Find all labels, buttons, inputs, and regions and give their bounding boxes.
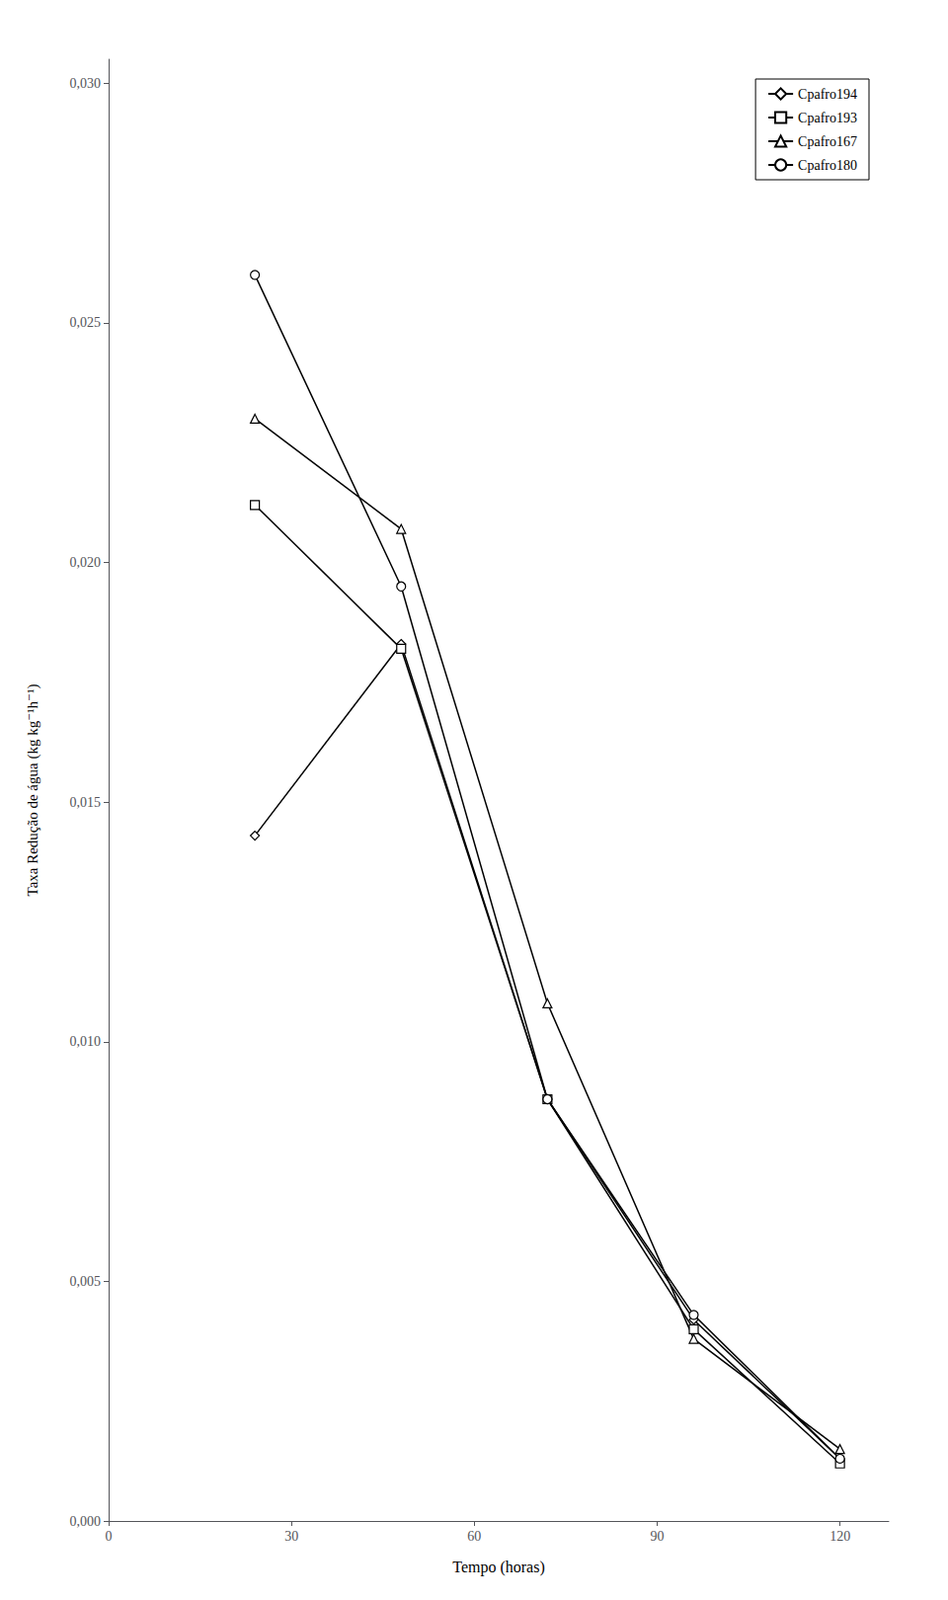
svg-text:90: 90: [649, 1528, 664, 1544]
svg-text:0: 0: [105, 1528, 113, 1544]
svg-text:0,015: 0,015: [70, 794, 102, 810]
svg-text:30: 30: [284, 1528, 299, 1544]
svg-text:Cpafro180: Cpafro180: [797, 158, 858, 173]
svg-text:0,010: 0,010: [70, 1033, 102, 1049]
svg-text:Cpafro193: Cpafro193: [797, 110, 858, 126]
svg-text:120: 120: [829, 1528, 851, 1544]
svg-text:0,030: 0,030: [70, 76, 102, 91]
svg-text:0,000: 0,000: [70, 1513, 102, 1529]
svg-text:Cpafro167: Cpafro167: [797, 134, 858, 150]
svg-text:Cpafro194: Cpafro194: [797, 86, 858, 102]
svg-text:0,005: 0,005: [70, 1273, 102, 1289]
svg-text:Tempo (horas): Tempo (horas): [452, 1558, 546, 1577]
svg-text:0,025: 0,025: [70, 315, 102, 330]
svg-text:60: 60: [467, 1528, 481, 1544]
svg-text:0,020: 0,020: [70, 554, 102, 570]
svg-text:Taxa Redução de água (kg kg⁻¹h: Taxa Redução de água (kg kg⁻¹h⁻¹): [24, 684, 42, 897]
